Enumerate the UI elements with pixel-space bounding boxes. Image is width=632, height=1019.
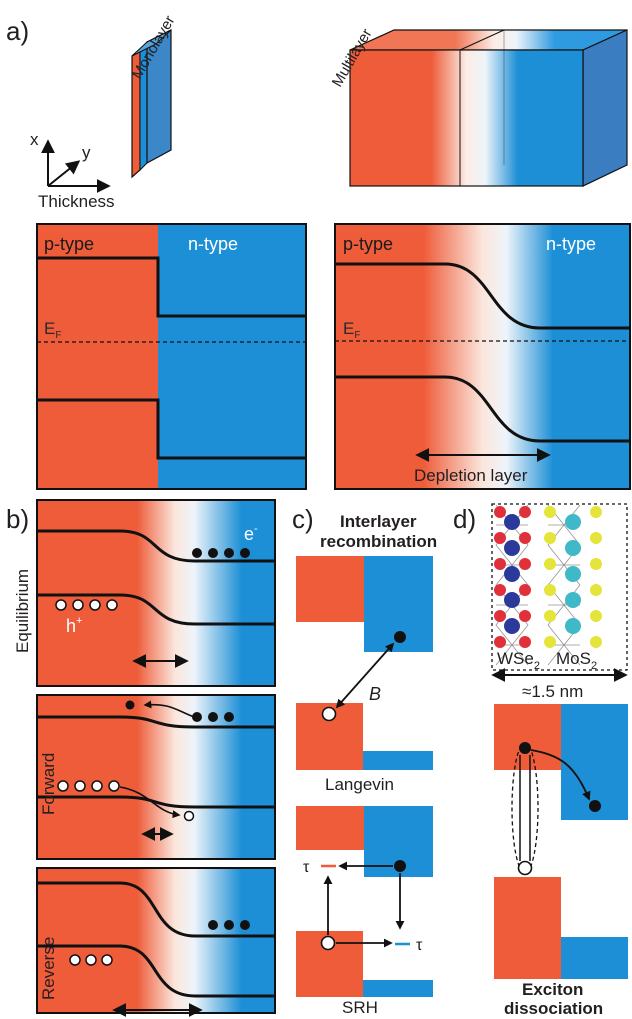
mono-ef-label: EF (44, 319, 61, 341)
mos2-atoms (544, 506, 602, 648)
panel-d: d) (453, 503, 628, 1018)
wse2-atoms (494, 506, 531, 648)
depletion-layer-label: Depletion layer (414, 466, 528, 485)
panel-b: b) Equilibrium e- h+ (6, 499, 276, 1017)
exciton-diagram (494, 704, 628, 979)
b-coefficient-label: B (369, 684, 381, 704)
multi-ptype-label: p-type (343, 234, 393, 254)
panel-d-title-1: Exciton (522, 980, 583, 999)
forward-label: Forward (39, 753, 58, 815)
panel-c-title-2: recombination (320, 532, 437, 551)
panel-a: a) Monolayer x y Thickness Multilayer (6, 13, 631, 490)
mono-ntype-label: n-type (188, 234, 238, 254)
langevin-label: Langevin (325, 775, 394, 794)
wse2-label: WSe2 (497, 649, 540, 672)
thickness-label: Thickness (38, 192, 115, 211)
multilayer-cube (349, 29, 628, 187)
panel-d-title-2: dissociation (504, 999, 603, 1018)
panel-c: c) Interlayer recombination B Langevin (292, 504, 437, 1017)
srh-diagram (296, 806, 433, 997)
panel-b-letter: b) (6, 504, 29, 534)
tau-label-1: τ (303, 859, 310, 876)
panel-c-title-1: Interlayer (340, 512, 417, 531)
multi-ntype-label: n-type (546, 234, 596, 254)
band-diagram-multilayer (334, 223, 631, 490)
axes-icon (41, 139, 111, 193)
panel-a-letter: a) (6, 16, 29, 46)
panel-c-letter: c) (292, 504, 314, 534)
equilibrium-diagram (36, 499, 276, 687)
axis-x-label: x (30, 130, 39, 149)
multi-ef-label: EF (343, 319, 360, 341)
srh-label: SRH (342, 998, 378, 1017)
monolayer-slab (131, 29, 172, 179)
reverse-diagram (36, 867, 276, 1017)
band-diagram-monolayer (36, 223, 307, 490)
forward-diagram (36, 694, 276, 860)
mono-ptype-label: p-type (44, 234, 94, 254)
reverse-label: Reverse (39, 937, 58, 1000)
equilibrium-label: Equilibrium (13, 569, 32, 653)
mos2-label: MoS2 (556, 649, 597, 672)
thickness-value: ≈1.5 nm (522, 682, 583, 701)
tau-label-2: τ (416, 937, 423, 954)
axis-y-label: y (82, 143, 91, 162)
electron-label: e- (244, 523, 258, 544)
langevin-diagram (296, 556, 433, 770)
panel-d-letter: d) (453, 504, 476, 534)
hole-label: h+ (66, 615, 82, 636)
